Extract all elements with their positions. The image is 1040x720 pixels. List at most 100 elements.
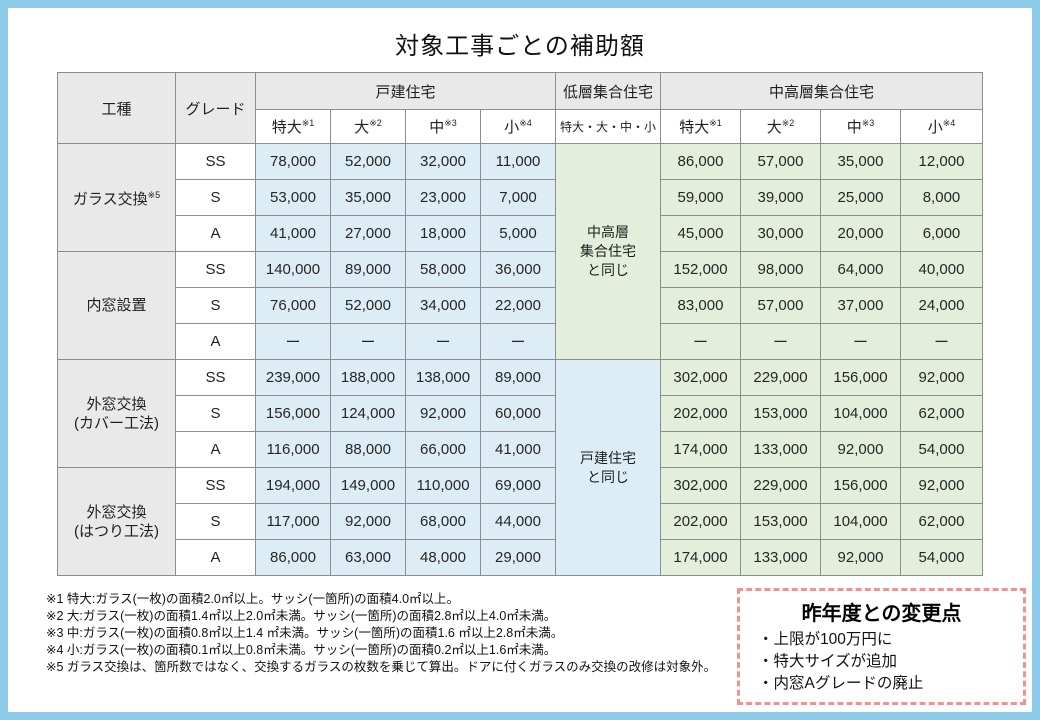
changes-box: 昨年度との変更点 ・上限が100万円に ・特大サイズが追加 ・内窓Aグレードの廃止 [737, 588, 1026, 705]
changes-box-title: 昨年度との変更点 [801, 603, 962, 625]
subsidy-cell-midhigh: 229,000 [740, 359, 821, 396]
subsidy-cell-detached: 23,000 [405, 179, 481, 216]
subsidy-cell-detached: ー [330, 323, 406, 360]
grade-cell: A [175, 431, 256, 468]
header-size-m-midhigh: 中※3 [820, 109, 901, 144]
subsidy-cell-midhigh: 8,000 [900, 179, 983, 216]
subsidy-cell-detached: 18,000 [405, 215, 481, 252]
header-size-xl-detached: 特大※1 [255, 109, 331, 144]
worktype-cell: ガラス交換※5 [57, 143, 176, 252]
subsidy-cell-detached: 34,000 [405, 287, 481, 324]
subsidy-cell-midhigh: 302,000 [660, 467, 741, 504]
subsidy-cell-midhigh: 37,000 [820, 287, 901, 324]
subsidy-cell-midhigh: 152,000 [660, 251, 741, 288]
subsidy-cell-midhigh: 92,000 [820, 539, 901, 576]
header-size-xl-midhigh: 特大※1 [660, 109, 741, 144]
grade-cell: A [175, 539, 256, 576]
subsidy-table-body: ガラス交換※5 SS 78,000 52,000 32,000 11,000 中高層 集合住宅… [57, 143, 983, 576]
header-size-l-detached: 大※2 [330, 109, 406, 144]
grade-cell: SS [175, 251, 256, 288]
header-worktype: 工種 [57, 72, 176, 144]
subsidy-cell-midhigh: 229,000 [740, 467, 821, 504]
subsidy-cell-midhigh: 133,000 [740, 431, 821, 468]
subsidy-cell-midhigh: 12,000 [900, 143, 983, 180]
subsidy-cell-detached: 89,000 [330, 251, 406, 288]
subsidy-cell-midhigh: 104,000 [820, 503, 901, 540]
subsidy-cell-midhigh: 92,000 [900, 359, 983, 396]
subsidy-cell-midhigh: 59,000 [660, 179, 741, 216]
grade-cell: A [175, 215, 256, 252]
subsidy-cell-detached: 44,000 [480, 503, 556, 540]
table-row: A 41,000 27,000 18,000 5,000 45,000 30,000 20,0… [58, 215, 983, 252]
subsidy-cell-midhigh: ー [820, 323, 901, 360]
table-row: S 76,000 52,000 34,000 22,000 83,000 57,000 37,… [58, 287, 983, 324]
subsidy-cell-midhigh: 39,000 [740, 179, 821, 216]
subsidy-cell-detached: 27,000 [330, 215, 406, 252]
subsidy-cell-midhigh: 92,000 [900, 467, 983, 504]
subsidy-cell-midhigh: 302,000 [660, 359, 741, 396]
subsidy-cell-detached: 149,000 [330, 467, 406, 504]
subsidy-cell-midhigh: 202,000 [660, 395, 741, 432]
subsidy-cell-detached: 48,000 [405, 539, 481, 576]
worktype-cell: 内窓設置 [57, 251, 176, 360]
lowrise-merged-cell: 中高層 集合住宅 と同じ [555, 143, 661, 360]
subsidy-cell-midhigh: 57,000 [740, 143, 821, 180]
table-row: 外窓交換 (はつり工法) SS 194,000 149,000 110,000 69,000… [57, 467, 983, 576]
footnote-line: ※3 中:ガラス(一枚)の面積0.8㎡以上1.4 ㎡未満。サッシ(一箇所)の面積… [46, 626, 564, 640]
grade-cell: A [175, 323, 256, 360]
subsidy-cell-midhigh: 25,000 [820, 179, 901, 216]
subsidy-cell-detached: 63,000 [330, 539, 406, 576]
changes-box-item: ・内窓Aグレードの廃止 [758, 675, 924, 692]
subsidy-cell-detached: 88,000 [330, 431, 406, 468]
table-row: ガラス交換※5 SS 78,000 52,000 32,000 11,000 中高層 集合住宅… [57, 143, 983, 360]
subsidy-cell-detached: 53,000 [255, 179, 331, 216]
subsidy-cell-detached: 52,000 [330, 287, 406, 324]
subsidy-cell-midhigh: 153,000 [740, 395, 821, 432]
subsidy-cell-midhigh: 104,000 [820, 395, 901, 432]
header-sizes-lowrise: 特大・大・中・小 [555, 109, 661, 144]
subsidy-cell-detached: 89,000 [480, 359, 556, 396]
subsidy-cell-detached: 140,000 [255, 251, 331, 288]
subsidy-cell-midhigh: 174,000 [660, 431, 741, 468]
subsidy-cell-midhigh: ー [900, 323, 983, 360]
lowrise-merged-cell: 戸建住宅 と同じ [555, 359, 661, 576]
header-size-l-midhigh: 大※2 [740, 109, 821, 144]
subsidy-cell-detached: 29,000 [480, 539, 556, 576]
subsidy-cell-midhigh: 40,000 [900, 251, 983, 288]
subsidy-cell-midhigh: 20,000 [820, 215, 901, 252]
subsidy-cell-detached: 124,000 [330, 395, 406, 432]
subsidy-cell-detached: 66,000 [405, 431, 481, 468]
worktype-cell: 外窓交換 (カバー工法) [57, 359, 176, 468]
subsidy-cell-midhigh: 64,000 [820, 251, 901, 288]
subsidy-cell-detached: 52,000 [330, 143, 406, 180]
footnote-line: ※1 特大:ガラス(一枚)の面積2.0㎡以上。サッシ(一箇所)の面積4.0㎡以上… [46, 592, 460, 606]
subsidy-cell-detached: 5,000 [480, 215, 556, 252]
subsidy-cell-detached: 11,000 [480, 143, 556, 180]
subsidy-cell-detached: 194,000 [255, 467, 331, 504]
subsidy-cell-detached: 239,000 [255, 359, 331, 396]
table-row: S 117,000 92,000 68,000 44,000 202,000 153,000… [58, 503, 983, 540]
table-row: 外窓交換 (カバー工法) SS 239,000 188,000 138,000 89,000… [57, 359, 983, 576]
subsidy-cell-midhigh: 83,000 [660, 287, 741, 324]
table-row: S 156,000 124,000 92,000 60,000 202,000 153,00… [58, 395, 983, 432]
header-row-sizes: 特大※1 大※2 中※3 小※4 特大・大・中・小 特大※1 大※2 中※3 小… [58, 109, 983, 144]
footnotes: ※1 特大:ガラス(一枚)の面積2.0㎡以上。サッシ(一箇所)の面積4.0㎡以上… [46, 591, 716, 676]
subsidy-cell-detached: 41,000 [255, 215, 331, 252]
subsidy-cell-midhigh: 86,000 [660, 143, 741, 180]
table-row: 内窓設置 SS 140,000 89,000 58,000 36,000 152,000 98… [57, 251, 983, 360]
subsidy-table: 工種 グレード 戸建住宅 低層集合住宅 中高層集合住宅 特大※1 大※2 中※3… [57, 72, 983, 576]
subsidy-cell-detached: 76,000 [255, 287, 331, 324]
subsidy-cell-detached: 116,000 [255, 431, 331, 468]
subsidy-cell-midhigh: 45,000 [660, 215, 741, 252]
header-size-s-midhigh: 小※4 [900, 109, 983, 144]
subsidy-cell-detached: 7,000 [480, 179, 556, 216]
table-row: A 116,000 88,000 66,000 41,000 174,000 133,000… [58, 431, 983, 468]
subsidy-cell-detached: 138,000 [405, 359, 481, 396]
grade-cell: SS [175, 143, 256, 180]
subsidy-cell-detached: 86,000 [255, 539, 331, 576]
subsidy-cell-detached: 92,000 [405, 395, 481, 432]
subsidy-cell-midhigh: 24,000 [900, 287, 983, 324]
header-grade: グレード [175, 72, 256, 144]
changes-box-item: ・特大サイズが追加 [758, 653, 898, 670]
subsidy-cell-midhigh: 156,000 [820, 467, 901, 504]
